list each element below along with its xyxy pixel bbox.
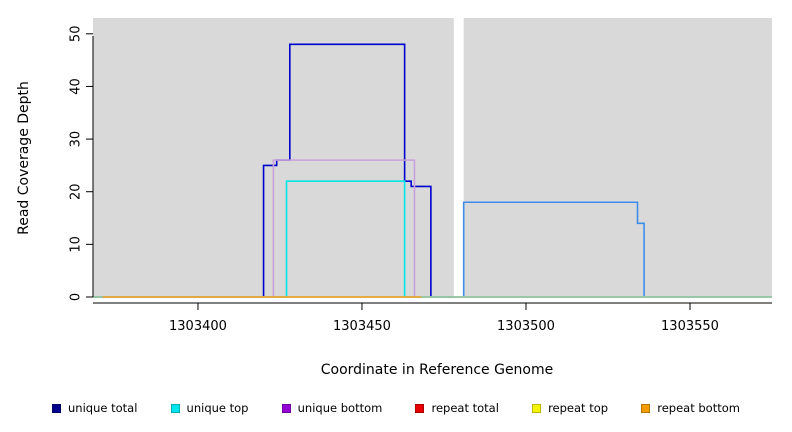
missing-data-gap (453, 18, 464, 297)
plot-panel-background (93, 18, 772, 297)
y-tick-label: 20 (69, 183, 84, 200)
x-tick-label: 1303450 (333, 319, 391, 334)
legend-item-label: repeat top (548, 401, 609, 415)
x-tick-label: 1303400 (169, 319, 227, 334)
legend-item-unique-top[interactable]: unique top (170, 401, 249, 415)
legend-item-repeat-bottom[interactable]: repeat bottom (641, 401, 740, 415)
legend-item-label: repeat bottom (657, 401, 740, 415)
legend-item-repeat-top[interactable]: repeat top (532, 401, 608, 415)
y-tick-label: 50 (69, 26, 84, 43)
square-swatch (52, 403, 61, 413)
square-swatch (532, 403, 542, 413)
square-swatch (281, 403, 291, 413)
chart-legend: unique total unique top unique bottom repea… (0, 396, 792, 420)
series-line-unique-total (93, 43, 454, 298)
series-layer (93, 43, 772, 298)
legend-item-unique-bottom[interactable]: unique bottom (281, 401, 383, 415)
y-tick-layer: 0 10 20 30 40 50 (69, 26, 93, 301)
x-axis-title: Coordinate in Reference Genome (321, 362, 554, 378)
axis-layer (92, 36, 772, 304)
x-tick-layer: 1303400 1303450 1303500 1303550 (169, 303, 719, 334)
square-swatch (641, 403, 651, 413)
y-tick-label: 30 (69, 131, 84, 148)
square-swatch (170, 403, 180, 413)
legend-item-label: unique top (186, 401, 249, 415)
y-axis-title: Read Coverage Depth (16, 81, 32, 235)
x-tick-label: 1303500 (497, 319, 555, 334)
legend-item-unique-total[interactable]: unique total (52, 401, 137, 415)
legend-item-label: repeat total (431, 401, 499, 415)
y-tick-label: 0 (69, 293, 84, 301)
square-swatch (415, 403, 425, 413)
legend-item-label: unique total (68, 401, 138, 415)
y-tick-label: 10 (69, 236, 84, 253)
legend-item-label: unique bottom (297, 401, 383, 415)
y-tick-label: 40 (69, 78, 84, 95)
x-tick-label: 1303550 (661, 319, 719, 334)
legend-item-repeat-total[interactable]: repeat total (415, 401, 499, 415)
